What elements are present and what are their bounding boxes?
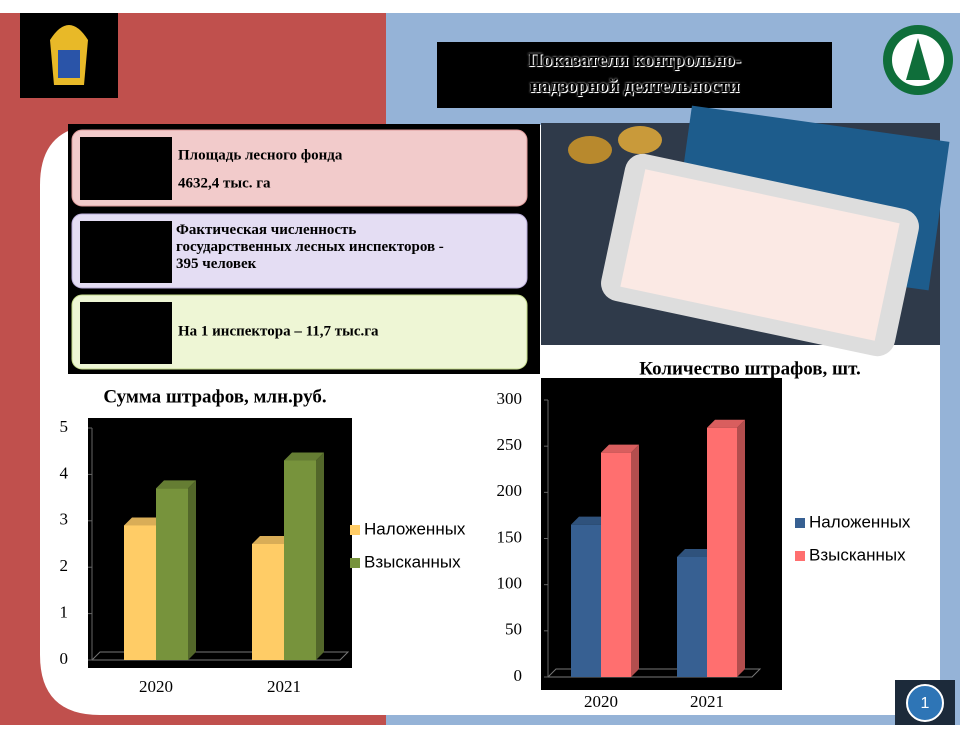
legend-swatch xyxy=(350,558,360,568)
info-text: 4632,4 тыс. га xyxy=(178,175,271,191)
x-tick-label: 2021 xyxy=(690,692,724,711)
chart-title: Сумма штрафов, млн.руб. xyxy=(103,386,326,407)
title-holder: Показатели контрольно-надзорной деятельн… xyxy=(437,48,832,108)
x-tick-label: 2021 xyxy=(267,677,301,696)
logo xyxy=(883,25,953,95)
legend-label: Взысканных xyxy=(364,552,461,571)
x-tick-label: 2020 xyxy=(584,692,618,711)
legend-swatch xyxy=(350,525,360,535)
info-icon xyxy=(80,302,172,364)
bar-front xyxy=(284,460,316,660)
y-tick-label: 150 xyxy=(497,527,523,546)
y-tick-label: 0 xyxy=(60,649,69,668)
legend-label: Наложенных xyxy=(364,519,466,538)
y-tick-label: 250 xyxy=(497,435,523,454)
emblem xyxy=(20,13,118,98)
x-tick-label: 2020 xyxy=(139,677,173,696)
y-tick-label: 200 xyxy=(497,481,523,500)
bar-side xyxy=(631,445,639,677)
info-icon xyxy=(80,137,172,200)
legend-swatch xyxy=(795,518,805,528)
legend-label: Наложенных xyxy=(809,512,911,531)
bar xyxy=(156,480,196,660)
y-tick-label: 3 xyxy=(60,510,69,529)
bar xyxy=(601,445,639,677)
bar-front xyxy=(156,488,188,660)
slide: Показатели контрольно-надзорной деятельн… xyxy=(0,0,960,725)
bar-front xyxy=(707,428,737,677)
legend-label: Взысканных xyxy=(809,545,906,564)
y-tick-label: 300 xyxy=(497,389,523,408)
bar-front xyxy=(571,525,601,677)
bar-side xyxy=(316,452,324,660)
bar xyxy=(707,420,745,677)
chart-title: Количество штрафов, шт. xyxy=(639,358,861,379)
bar-front xyxy=(601,453,631,677)
y-tick-label: 4 xyxy=(60,463,69,482)
photo xyxy=(541,106,949,360)
bar-front xyxy=(124,525,156,660)
y-tick-label: 100 xyxy=(497,574,523,593)
slide-title: Показатели контрольно-надзорной деятельн… xyxy=(437,48,832,100)
page-number: 1 xyxy=(921,695,930,712)
y-tick-label: 2 xyxy=(60,556,69,575)
y-tick-label: 0 xyxy=(514,666,523,685)
bar-side xyxy=(188,480,196,660)
y-tick-label: 1 xyxy=(60,603,69,622)
legend-swatch xyxy=(795,551,805,561)
info-icon xyxy=(80,221,172,283)
bar-front xyxy=(677,557,707,677)
info-text: Фактическая численность государственных … xyxy=(176,222,446,273)
y-tick-label: 50 xyxy=(505,620,522,639)
info-text: На 1 инспектора – 11,7 тыс.га xyxy=(178,323,379,339)
y-tick-label: 5 xyxy=(60,417,69,436)
bar-front xyxy=(252,544,284,660)
info-holder: Фактическая численность государственных … xyxy=(176,222,446,284)
info-text: Площадь лесного фонда xyxy=(178,147,343,163)
bar xyxy=(284,452,324,660)
bar-side xyxy=(737,420,745,677)
